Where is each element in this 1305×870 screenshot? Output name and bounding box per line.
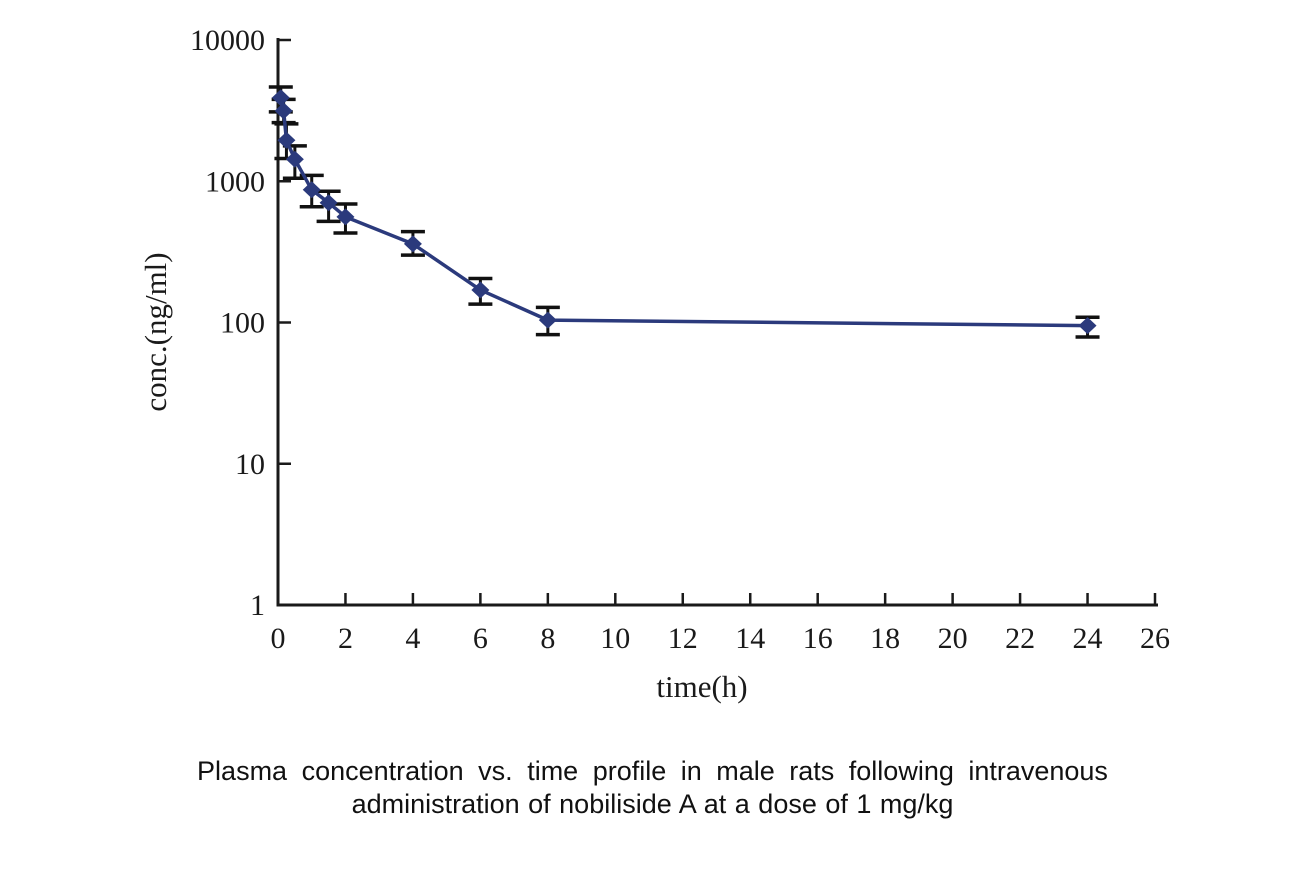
data-point-marker <box>319 194 338 212</box>
x-tick-label: 18 <box>870 622 900 655</box>
x-tick-label: 24 <box>1073 622 1103 655</box>
x-tick-label: 12 <box>668 622 698 655</box>
x-tick-label: 20 <box>938 622 968 655</box>
data-point-marker <box>336 208 355 226</box>
data-point-marker <box>1078 317 1097 335</box>
series-line <box>279 97 1088 328</box>
data-point-marker <box>403 235 422 253</box>
concentration-curve <box>279 97 1088 328</box>
x-tick-label: 8 <box>540 622 555 655</box>
y-tick-label: 1000 <box>205 165 265 198</box>
y-axis-title: conc.(ng/ml) <box>138 252 173 411</box>
x-axis-title: time(h) <box>656 669 747 704</box>
x-tick-label: 22 <box>1005 622 1035 655</box>
data-point-marker <box>302 181 321 199</box>
caption-line-2: administration of nobiliside A at a dose… <box>351 789 954 819</box>
y-tick-label: 10000 <box>190 24 265 57</box>
y-tick-label: 100 <box>220 307 265 340</box>
data-point-marker <box>274 102 293 120</box>
data-point-marker <box>471 281 490 299</box>
data-point-marker <box>277 131 296 149</box>
y-tick-label: 1 <box>250 589 265 622</box>
x-tick-label: 0 <box>271 622 286 655</box>
x-tick-label: 6 <box>473 622 488 655</box>
data-point-marker <box>271 89 290 107</box>
y-tick-label: 10 <box>235 448 265 481</box>
x-tick-label: 26 <box>1140 622 1170 655</box>
figure-caption: Plasma concentration vs. time profile in… <box>0 755 1305 821</box>
data-point-marker <box>538 311 557 329</box>
x-tick-label: 4 <box>405 622 420 655</box>
x-tick-label: 2 <box>338 622 353 655</box>
x-tick-label: 14 <box>735 622 765 655</box>
x-tick-label: 16 <box>803 622 833 655</box>
error-bars <box>268 85 1100 339</box>
data-points <box>271 89 1097 335</box>
caption-line-1: Plasma concentration vs. time profile in… <box>197 756 1108 786</box>
x-tick-label: 10 <box>600 622 630 655</box>
tick-marks <box>276 38 1157 607</box>
data-point-marker <box>285 150 304 168</box>
